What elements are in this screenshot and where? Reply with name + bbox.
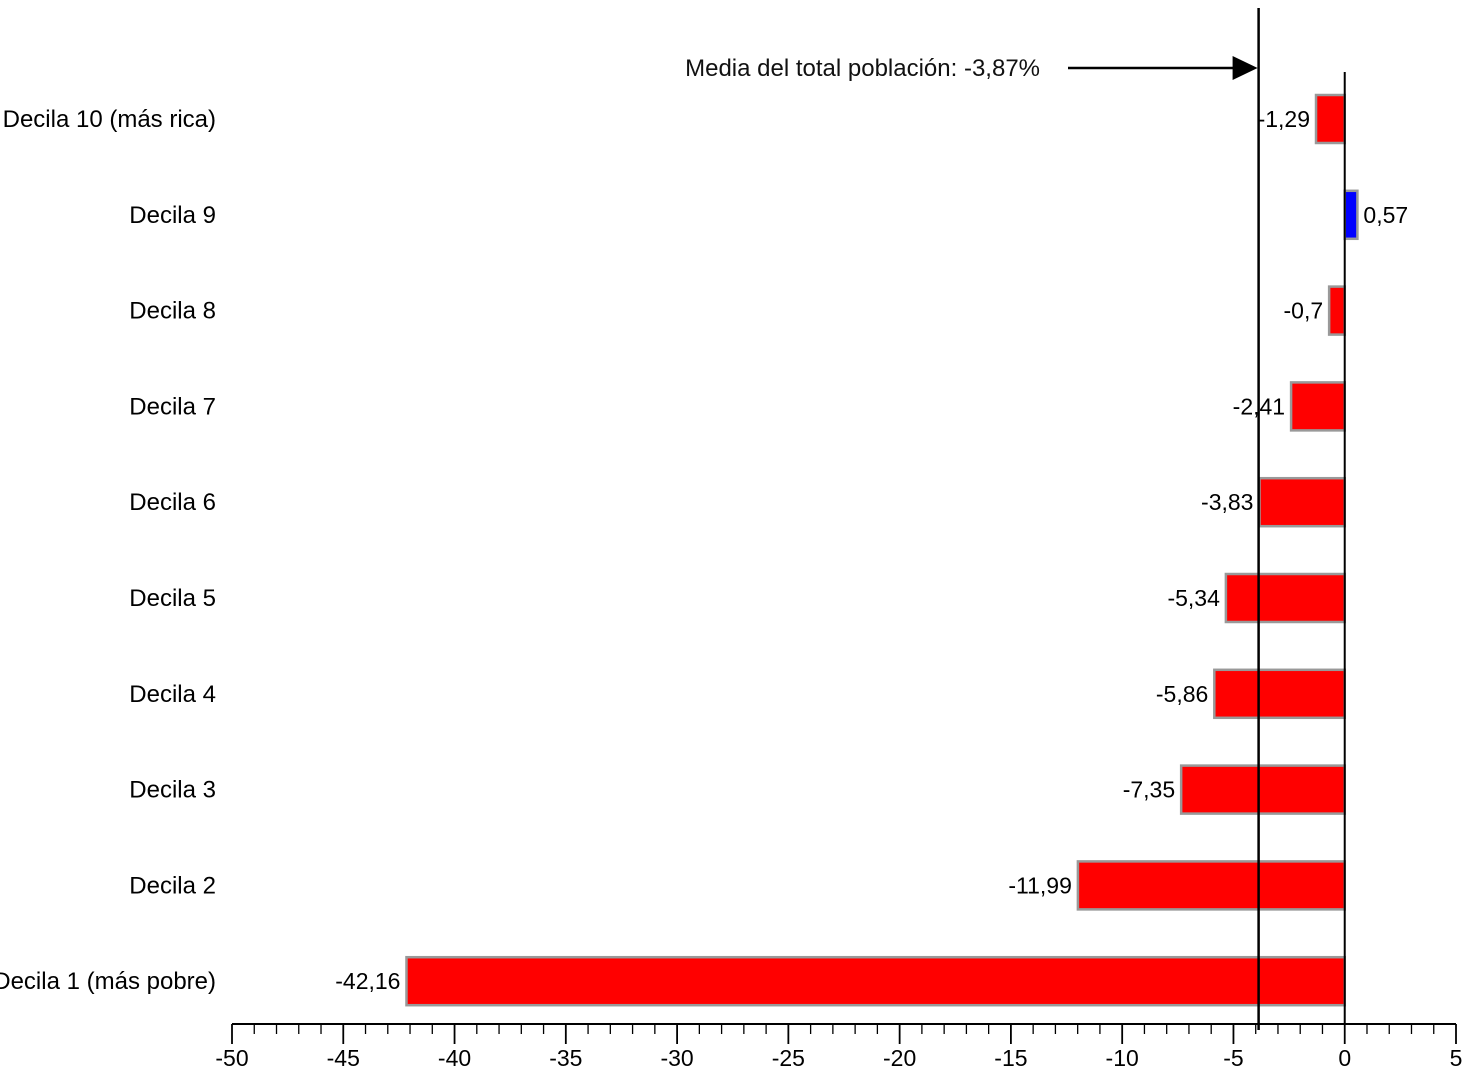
category-label-10: Decila 10 (más rica) — [3, 106, 216, 133]
value-label-6: -3,83 — [1201, 489, 1253, 515]
bar-8 — [1327, 285, 1346, 336]
x-tick-label-1: -50 — [215, 1045, 248, 1071]
value-label-5: -5,34 — [1167, 585, 1220, 611]
value-labels: -42,16-11,99-7,35-5,86-5,34-3,83-2,41-0,… — [335, 106, 1408, 994]
category-label-3: Decila 3 — [129, 777, 216, 804]
reference-line-group: Media del total población: -3,87% — [685, 8, 1260, 1030]
category-label-2: Decila 2 — [129, 872, 216, 899]
x-tick-label-12: 5 — [1450, 1045, 1463, 1071]
x-tick-label-10: -5 — [1223, 1045, 1243, 1071]
category-label-7: Decila 7 — [129, 393, 216, 420]
bar-5 — [1224, 572, 1346, 624]
category-label-6: Decila 6 — [129, 489, 216, 516]
bar-7 — [1289, 381, 1346, 432]
bar-2 — [1076, 860, 1346, 911]
category-labels: Decila 1 (más pobre) Decila 2 Decila 3 Deci… — [0, 106, 216, 995]
x-axis: -50 -45 -40 -35 -30 -25 -20 -15 -10 -5 0 5 — [215, 72, 1462, 1071]
value-label-1: -42,16 — [335, 968, 400, 994]
x-tick-label-2: -45 — [327, 1045, 360, 1071]
bar-4 — [1213, 668, 1346, 720]
x-tick-label-7: -20 — [883, 1045, 916, 1071]
value-label-2: -11,99 — [1008, 872, 1072, 898]
category-label-8: Decila 8 — [129, 298, 216, 325]
value-label-4: -5,86 — [1156, 681, 1208, 707]
x-tick-label-3: -40 — [438, 1045, 471, 1071]
x-tick-label-4: -35 — [549, 1045, 582, 1071]
reference-line-label: Media del total población: -3,87% — [685, 55, 1040, 82]
category-label-5: Decila 5 — [129, 585, 216, 612]
category-label-4: Decila 4 — [129, 681, 216, 708]
bar-1 — [405, 955, 1346, 1007]
x-tick-label-8: -15 — [994, 1045, 1027, 1071]
bar-6 — [1258, 476, 1346, 528]
x-tick-label-6: -25 — [772, 1045, 805, 1071]
bar-3 — [1179, 764, 1346, 815]
bar-10 — [1314, 93, 1346, 145]
value-label-10: -1,29 — [1258, 106, 1310, 132]
category-label-1: Decila 1 (más pobre) — [0, 968, 216, 995]
value-label-9: 0,57 — [1363, 202, 1408, 228]
value-label-8: -0,7 — [1284, 298, 1324, 324]
bars-layer — [405, 93, 1359, 1007]
x-tick-label-9: -10 — [1106, 1045, 1139, 1071]
category-label-9: Decila 9 — [129, 202, 216, 229]
x-tick-label-11: 0 — [1338, 1045, 1351, 1071]
bar-9 — [1343, 189, 1359, 241]
reference-arrow-head — [1232, 56, 1258, 80]
value-label-3: -7,35 — [1123, 777, 1175, 803]
x-tick-label-5: -30 — [660, 1045, 693, 1071]
